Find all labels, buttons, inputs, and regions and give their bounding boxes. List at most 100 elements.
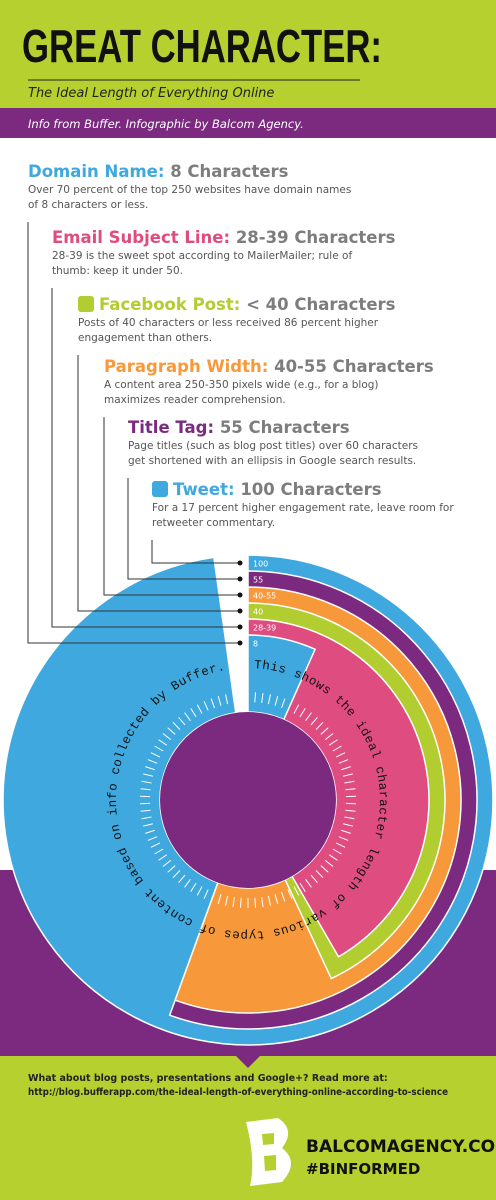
credit: Info from Buffer. Infographic by Balcom … [28, 117, 304, 131]
item-length: 40-55 Characters [274, 357, 434, 376]
tick [239, 897, 242, 908]
ring-label: 55 [253, 576, 263, 585]
tick [158, 739, 168, 746]
tick [281, 698, 286, 709]
tick [145, 766, 155, 771]
tick [154, 848, 164, 855]
tick [225, 694, 229, 705]
tick [190, 708, 197, 718]
tick [293, 886, 300, 896]
connector [127, 478, 240, 580]
tick [232, 692, 235, 704]
tick [167, 865, 176, 873]
tick [341, 829, 351, 834]
connector [51, 288, 240, 628]
item-text: 28-39 is the sweet spot according to Mai… [52, 250, 353, 277]
footer-question: What about blog posts, presentations and… [28, 1073, 388, 1084]
tick [267, 895, 271, 906]
tick [320, 865, 329, 873]
tick [299, 708, 306, 718]
connector-dot [237, 640, 243, 646]
tick [328, 854, 338, 861]
rings: This shows the ideal character length of… [2, 554, 494, 1046]
tick [344, 780, 355, 784]
item-title: Paragraph Width: 40-55 Characters [104, 357, 434, 376]
tick [147, 836, 158, 841]
connectors [27, 222, 243, 646]
item-title: Email Subject Line: 28-39 Characters [52, 228, 395, 247]
connector-dot [237, 624, 243, 630]
tick [287, 889, 293, 899]
tick [310, 716, 318, 726]
tick [342, 773, 353, 777]
item-name: Domain Name: [28, 162, 165, 181]
tick [167, 727, 176, 735]
item-length: 55 Characters [219, 418, 350, 437]
tick [217, 894, 222, 904]
tick [217, 696, 222, 706]
tick [293, 704, 300, 714]
item: Tweet: 100 Characters For a 17 percent hi… [152, 480, 482, 531]
tick [178, 716, 186, 726]
connector-dot [237, 576, 243, 582]
tick [332, 745, 342, 752]
item-title: Tweet: 100 Characters [152, 480, 482, 499]
item: Domain Name: 8 Characters Over 70 percent… [28, 162, 358, 213]
tick [203, 701, 209, 711]
item-text: Posts of 40 characters or less received … [78, 317, 379, 344]
connector-dot [237, 608, 243, 614]
tick [178, 874, 186, 884]
item-title: Facebook Post: < 40 Characters [78, 295, 408, 314]
item-name: Tweet: [173, 480, 235, 499]
tick [150, 842, 161, 848]
item: Paragraph Width: 40-55 Characters A conte… [104, 357, 434, 408]
ring-label: 100 [253, 560, 268, 569]
tick [345, 809, 356, 812]
item-text: A content area 250-350 pixels wide (e.g.… [104, 379, 379, 406]
title: GREAT CHARACTER: [22, 20, 382, 72]
credit-band [0, 108, 496, 138]
tick [332, 848, 342, 855]
item-name: Facebook Post: [99, 295, 241, 314]
connector-dot [237, 560, 243, 566]
connector [77, 355, 240, 612]
tick [184, 878, 191, 888]
item-text: Over 70 percent of the top 250 websites … [28, 184, 352, 211]
tick [274, 696, 279, 706]
tick [158, 854, 168, 861]
subtitle: The Ideal Length of Everything Online [28, 86, 274, 101]
connector [103, 417, 240, 596]
item-name: Title Tag: [128, 418, 215, 437]
tick [305, 712, 312, 722]
tick [254, 692, 257, 703]
tick [147, 759, 158, 764]
tick [254, 897, 257, 908]
tick [141, 780, 152, 784]
tick [140, 788, 151, 791]
tick [341, 766, 351, 771]
ring-label: 28-39 [253, 624, 276, 633]
tick [154, 745, 164, 752]
tick [305, 878, 312, 888]
tick [225, 895, 229, 906]
tick [261, 692, 264, 704]
tick [261, 896, 264, 908]
item-length: 100 Characters [240, 480, 382, 499]
tick [162, 733, 172, 741]
icon [152, 481, 168, 497]
tick [150, 752, 161, 758]
tick [210, 698, 215, 709]
logo-cut [262, 1133, 276, 1171]
tick [342, 823, 353, 827]
connector [151, 540, 240, 564]
item-title: Title Tag: 55 Characters [128, 418, 428, 437]
tick [310, 874, 318, 884]
tick [196, 886, 203, 896]
tick [287, 701, 293, 711]
tick [344, 816, 355, 820]
header-band [0, 0, 496, 108]
tick [143, 773, 154, 777]
tick [315, 721, 324, 730]
tick [196, 704, 203, 714]
